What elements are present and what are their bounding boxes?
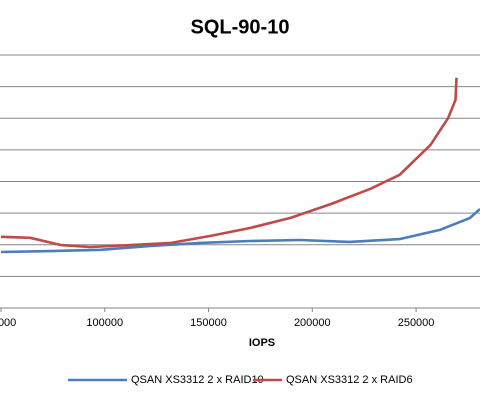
chart-title: SQL-90-10 [191,16,290,38]
x-tick-label: 100000 [86,317,123,329]
legend-label: QSAN XS3312 2 x RAID6 [286,374,413,386]
data-line [0,77,458,249]
legend-label: QSAN XS3312 2 x RAID10 [131,374,264,386]
x-tick-label: 150000 [190,317,227,329]
x-tick-label: 200000 [294,317,331,329]
x-tick-label: 250000 [398,317,435,329]
x-tick-label: 50000 [0,317,16,329]
x-axis-title: IOPS [249,337,275,349]
data-line [0,208,480,254]
